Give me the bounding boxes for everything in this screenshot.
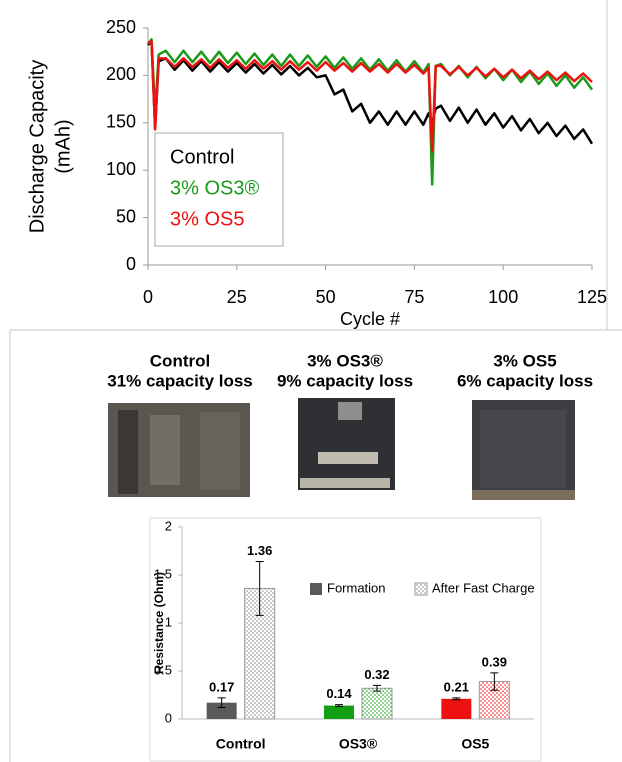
photo-title: 3% OS3® <box>307 351 383 370</box>
error-bar <box>335 704 343 708</box>
x-tick-label: 100 <box>488 287 518 307</box>
x-tick-label: 125 <box>577 287 607 307</box>
x-tick-label: OS5 <box>461 736 489 752</box>
series-line <box>147 40 593 153</box>
y-tick-label: 0 <box>126 254 136 274</box>
bar <box>478 681 510 720</box>
x-axis-title: Cycle # <box>340 309 400 329</box>
x-tick-label: 50 <box>316 287 336 307</box>
error-bar <box>490 672 499 691</box>
legend-label: Control <box>170 146 234 168</box>
x-tick-label: 75 <box>404 287 424 307</box>
error-bar <box>452 697 461 701</box>
chart-frame <box>149 517 542 762</box>
photo-title: Control <box>150 351 210 370</box>
y-tick-label: 100 <box>106 159 136 179</box>
y-axis-title: Resistance (Ohm) <box>152 572 166 674</box>
photo-subtitle: 6% capacity loss <box>457 371 593 390</box>
electrode-photo <box>472 400 575 500</box>
error-bar <box>373 684 381 692</box>
legend-label: 3% OS5 <box>170 208 244 230</box>
legend-label: 3% OS3® <box>170 177 259 199</box>
value-label: 0.21 <box>444 679 469 694</box>
y-tick-label: 2 <box>165 518 172 533</box>
photo-subtitle: 9% capacity loss <box>277 371 413 390</box>
y-tick-label: 0.5 <box>154 662 172 677</box>
value-label: 1.36 <box>247 543 272 558</box>
y-axis-title: (mAh) <box>52 119 74 173</box>
bar <box>206 702 237 719</box>
x-tick-label: 25 <box>227 287 247 307</box>
error-bar <box>217 697 226 708</box>
y-tick-label: 1 <box>165 614 172 629</box>
value-label: 0.39 <box>482 654 507 669</box>
y-tick-label: 0 <box>165 710 172 725</box>
legend-box <box>154 132 284 247</box>
value-label: 0.17 <box>209 679 234 694</box>
y-tick-label: 250 <box>106 17 136 37</box>
electrode-photo <box>298 398 395 490</box>
bar <box>324 705 354 719</box>
legend-swatch <box>310 583 322 595</box>
legend-label: After Fast Charge <box>432 580 535 595</box>
bar <box>441 698 472 719</box>
y-tick-label: 50 <box>116 206 136 226</box>
y-tick-label: 150 <box>106 112 136 132</box>
legend-label: Formation <box>327 580 386 595</box>
photo-subtitle: 31% capacity loss <box>107 371 253 390</box>
x-tick-label: 0 <box>143 287 153 307</box>
x-tick-label: OS3® <box>339 736 378 752</box>
photo-title: 3% OS5 <box>493 351 556 370</box>
value-label: 0.14 <box>326 686 352 701</box>
y-tick-label: 200 <box>106 64 136 84</box>
error-bar <box>255 561 264 616</box>
legend-swatch <box>414 582 428 596</box>
value-label: 0.32 <box>364 667 389 682</box>
x-tick-label: Control <box>216 736 266 752</box>
y-tick-label: 1.5 <box>154 566 172 581</box>
y-axis-title: Discharge Capacity <box>26 60 48 233</box>
series-line <box>147 40 594 145</box>
bar <box>361 687 393 720</box>
electrode-photo <box>108 403 250 497</box>
